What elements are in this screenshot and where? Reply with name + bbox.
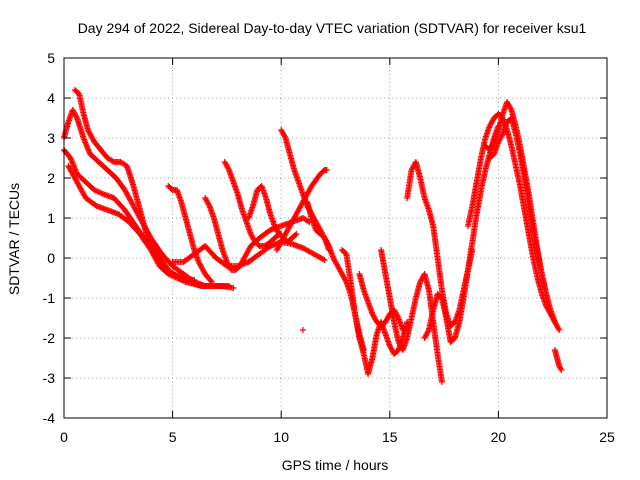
y-tick-label: 3 [47,130,55,146]
x-tick-label: 15 [382,429,398,445]
y-tick-label: 5 [47,50,55,66]
x-axis-label: GPS time / hours [282,457,389,473]
y-tick-label: -1 [43,290,56,306]
data-point [438,379,445,385]
y-tick-label: -4 [43,410,56,426]
data-point [205,201,212,208]
data-point [557,365,564,372]
data-point [299,327,306,333]
data-point [425,328,432,335]
data-point [321,257,328,263]
data-point [404,319,411,325]
data-points [61,87,565,385]
x-tick-label: 0 [60,429,68,445]
data-point [499,132,506,139]
data-point [394,313,401,320]
data-point [323,167,330,173]
data-point [230,285,237,291]
data-point [73,113,80,120]
data-point [292,232,299,238]
data-point [293,231,300,237]
axis-ticks: 0 5 10 15 20 25 -4 -3 -2 -1 0 1 2 3 4 5 [43,50,615,445]
data-point [543,291,550,297]
y-tick-label: -3 [43,370,56,386]
data-point [507,105,514,112]
data-point [281,133,288,140]
y-tick-label: 1 [47,210,55,226]
y-tick-label: 2 [47,170,55,186]
data-point [226,283,233,289]
x-tick-label: 10 [273,429,289,445]
data-point [225,165,232,172]
plot-frame [63,57,608,419]
data-point [325,241,332,248]
chart-title: Day 294 of 2022, Sidereal Day-to-day VTE… [78,20,587,36]
y-tick-label: 4 [47,90,55,106]
data-point [558,367,565,373]
x-tick-label: 5 [169,429,177,445]
y-tick-label: -2 [43,330,56,346]
data-point [399,327,406,333]
data-point [109,158,116,165]
data-point [320,256,327,263]
x-tick-label: 25 [599,429,615,445]
data-point [208,279,215,285]
data-point [207,277,214,284]
data-point [556,327,563,333]
y-tick-label: 0 [47,250,55,266]
x-tick-label: 20 [491,429,507,445]
y-axis-label: SDTVAR / TECUs [6,183,22,295]
data-point [555,325,562,332]
